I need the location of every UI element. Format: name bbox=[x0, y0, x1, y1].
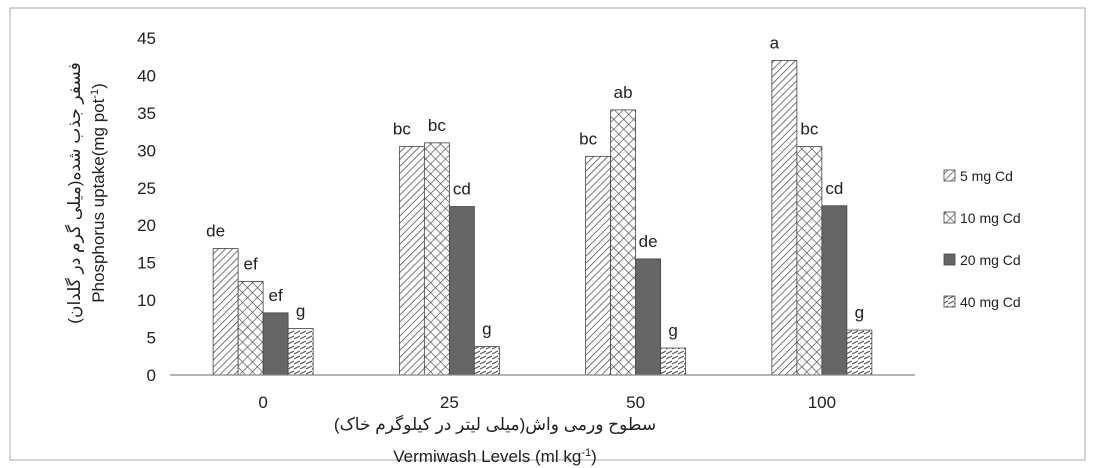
significance-letter: bc bbox=[800, 120, 818, 139]
y-axis-label-fa: فسفر جذب شده(میلی گرم در گلدان) bbox=[64, 62, 84, 323]
y-tick-label: 45 bbox=[137, 29, 156, 48]
significance-letter: g bbox=[855, 303, 864, 322]
significance-letter: ef bbox=[244, 254, 258, 273]
bar bbox=[448, 206, 475, 376]
y-tick-label: 40 bbox=[137, 66, 156, 85]
significance-letter: g bbox=[668, 321, 677, 340]
y-tick-label: 25 bbox=[137, 179, 156, 198]
significance-letter: bc bbox=[579, 129, 597, 148]
y-tick-label: 35 bbox=[137, 104, 156, 123]
bar bbox=[821, 205, 848, 376]
significance-letter: g bbox=[482, 320, 491, 339]
y-tick-label: 0 bbox=[147, 366, 156, 385]
x-tick-label: 50 bbox=[626, 393, 645, 412]
significance-letter: ef bbox=[269, 286, 283, 305]
legend-label: 40 mg Cd bbox=[960, 294, 1021, 310]
y-axis-label-en: Phosphorus uptake(mg pot-1) bbox=[89, 83, 108, 303]
y-tick-label: 5 bbox=[147, 329, 156, 348]
bar bbox=[212, 248, 239, 376]
y-axis-ticks: 0 5 10 15 20 25 30 35 40 45 bbox=[137, 29, 156, 385]
x-tick-label: 0 bbox=[258, 393, 267, 412]
bar bbox=[398, 146, 425, 376]
legend-swatch bbox=[943, 169, 956, 182]
x-tick-label: 100 bbox=[808, 393, 836, 412]
significance-letter: a bbox=[770, 33, 780, 52]
legend-label: 20 mg Cd bbox=[960, 252, 1021, 268]
bar bbox=[771, 60, 798, 376]
chart-border bbox=[9, 7, 1086, 461]
bar bbox=[796, 146, 823, 376]
x-axis-ticks: 0 25 50 100 bbox=[258, 393, 836, 412]
bar bbox=[287, 328, 314, 376]
significance-letter: g bbox=[296, 302, 305, 321]
x-axis-label-fa: سطوح ورمی واش(میلی لیتر در کیلوگرم خاک) bbox=[334, 414, 656, 435]
legend-swatch bbox=[943, 211, 956, 224]
significance-letter: de bbox=[206, 221, 225, 240]
bar bbox=[610, 109, 637, 376]
legend-swatch bbox=[943, 253, 956, 266]
bar bbox=[585, 155, 612, 376]
bar bbox=[473, 346, 500, 376]
legend: 5 mg Cd 10 mg Cd 20 mg Cd 40 mg Cd bbox=[943, 168, 1021, 310]
significance-letter: ab bbox=[614, 83, 633, 102]
bar bbox=[423, 142, 450, 376]
y-tick-label: 30 bbox=[137, 141, 156, 160]
significance-letter: bc bbox=[393, 120, 411, 139]
bar bbox=[635, 258, 662, 376]
bar bbox=[262, 312, 289, 376]
legend-swatch bbox=[943, 295, 956, 308]
legend-label: 10 mg Cd bbox=[960, 210, 1021, 226]
y-tick-label: 10 bbox=[137, 291, 156, 310]
significance-letter: cd bbox=[825, 179, 843, 198]
y-tick-label: 15 bbox=[137, 254, 156, 273]
significance-letter: bc bbox=[428, 116, 446, 135]
x-axis-label-en: Vermiwash Levels (ml kg-1) bbox=[393, 447, 596, 466]
bar bbox=[660, 347, 687, 376]
bar bbox=[237, 280, 264, 376]
significance-letter: cd bbox=[453, 180, 471, 199]
x-tick-label: 25 bbox=[440, 393, 459, 412]
y-tick-label: 20 bbox=[137, 216, 156, 235]
significance-letter: de bbox=[639, 232, 658, 251]
legend-label: 5 mg Cd bbox=[960, 168, 1013, 184]
bar bbox=[846, 329, 873, 376]
